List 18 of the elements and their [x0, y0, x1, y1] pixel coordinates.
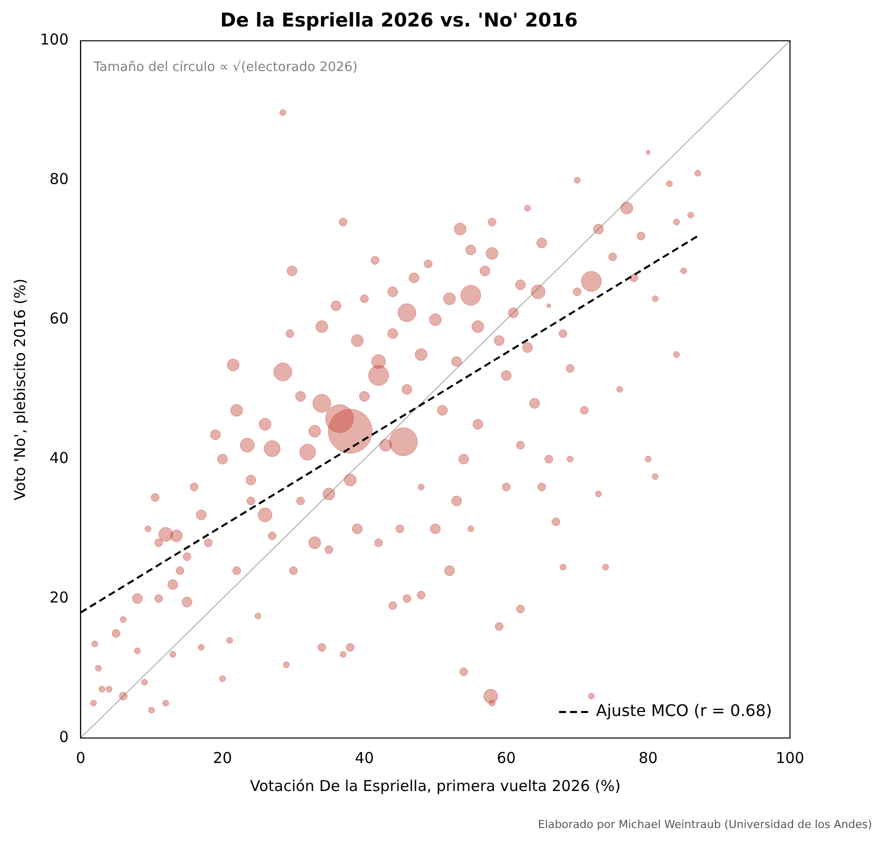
annotation: Tamaño del círculo ∝ √(electorado 2026) [92, 60, 358, 76]
y-tick-label: 100 [40, 30, 69, 49]
text: Elaborado por Michael Weintraub (Universidad de los Andes) [538, 818, 872, 831]
x-axis-title: Votación De la Espriella, primera vuelta 2026 (%) [250, 776, 621, 795]
y-tick-label: 20 [50, 588, 69, 606]
x-tick-label: 100 [776, 748, 804, 767]
y-tick-label: 40 [50, 449, 69, 468]
x-tick-label: 80 [638, 748, 658, 767]
legend-label: Ajuste MCO (r = 0.68) [596, 701, 772, 720]
x-tick-label: 0 [76, 748, 86, 767]
y-axis-title: Voto 'No', plebiscito 2016 (%) [10, 278, 29, 500]
x-tick-label: 60 [496, 748, 516, 767]
chart-title: De la Espriella 2026 vs. 'No' 2016 [220, 9, 578, 32]
x-tick-label: 40 [354, 748, 374, 767]
y-tick-label: 80 [50, 170, 69, 188]
y-tick-label: 60 [50, 310, 69, 328]
y-tick-label: 0 [59, 728, 69, 746]
x-tick-label: 20 [212, 748, 232, 767]
